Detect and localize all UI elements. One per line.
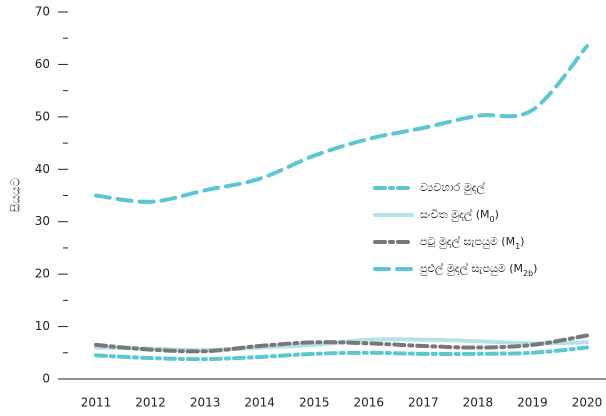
legend: ව්‍යවහාර මුදල් සංචිත මුදල් (M0) පටු මුදල් … — [373, 180, 537, 278]
legend-label: පුළුල් මුදල් සැපයුම (M2b) — [420, 261, 537, 278]
y-tick-label: 20 — [35, 267, 50, 281]
series-line — [94, 44, 589, 204]
y-tick-label: 50 — [35, 109, 50, 123]
x-tick-label: 2015 — [299, 396, 330, 410]
y-tick-label: 10 — [35, 319, 50, 333]
series-line — [94, 333, 589, 354]
y-tick-label: 0 — [42, 372, 50, 386]
y-tick-label: 70 — [35, 5, 50, 19]
legend-label: පටු මුදල් සැපයුම (M1) — [420, 234, 524, 251]
x-tick-label: 2011 — [81, 396, 112, 410]
x-tick-label: 2014 — [244, 396, 275, 410]
x-tick-label: 2012 — [135, 396, 166, 410]
series-line — [94, 345, 589, 362]
x-tick-label: 2017 — [408, 396, 439, 410]
y-tick-label: 60 — [35, 57, 50, 71]
x-tick-label: 2020 — [572, 396, 603, 410]
y-tick-label: 40 — [35, 162, 50, 176]
x-tick-label: 2016 — [354, 396, 385, 410]
x-tick-label: 2013 — [190, 396, 221, 410]
legend-label: ව්‍යවහාර මුදල් — [420, 180, 485, 195]
y-tick-label: 30 — [35, 214, 50, 228]
x-tick-label: 2019 — [517, 396, 548, 410]
legend-label: සංචිත මුදල් (M0) — [420, 207, 499, 224]
x-tick-label: 2018 — [463, 396, 494, 410]
y-axis-label: සියයට — [9, 177, 23, 212]
